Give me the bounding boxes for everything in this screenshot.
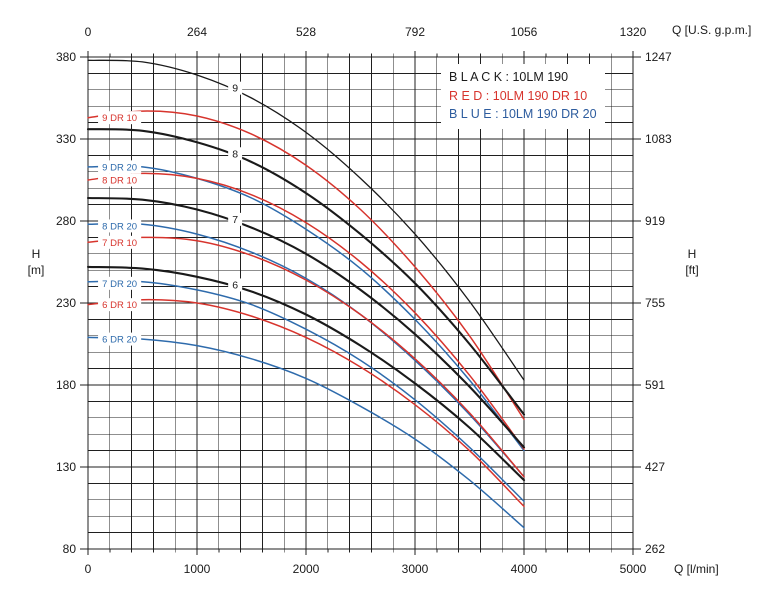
legend-item-blue: B L U E : 10LM 190 DR 20 [449,107,597,121]
curves [86,59,526,529]
curve-label-8: 8 [232,148,238,160]
tick-label: 5000 [620,562,647,576]
tick-label: 0 [85,25,92,39]
tick-label: 180 [56,378,76,392]
y-axis-right-title-symbol: H [687,247,697,261]
tick-label: 230 [56,296,76,310]
tick-label: 1320 [620,25,647,39]
tick-label: 528 [296,25,316,39]
curve-label-bg [98,160,142,174]
curve-label-6: 6 [232,279,238,291]
curve-label-9-dr-20: 9 DR 20 [102,162,137,173]
tick-label: 919 [645,214,665,228]
tick-label: 262 [645,542,665,556]
curve-label-7-dr-10: 7 DR 10 [102,238,137,249]
tick-label: 280 [56,214,76,228]
tick-labels: 0 0 1000 264 2000 528 3000 792 4000 1056 5000 1320 3… [56,25,672,576]
curve-7-dr-10 [87,236,525,478]
tick-label: 3000 [402,562,429,576]
curve-label-8-dr-10: 8 DR 10 [102,176,137,187]
curve-label-bg [228,81,243,95]
tick-label: 2000 [293,562,320,576]
legend-item-black: B L A C K : 10LM 190 [449,70,569,84]
curve-label-bg [98,298,142,312]
curve-label-6-dr-20: 6 DR 20 [102,335,137,346]
tick-label: 427 [645,460,665,474]
tick-label: 80 [63,542,77,556]
curve-label-bg [98,235,142,249]
curve-8 [86,128,526,416]
legend-item-red: R E D : 10LM 190 DR 10 [449,88,588,103]
curve-labels: 6 DR 20 7 DR 20 8 DR 20 9 DR 20 6 DR 10 7 DR … [98,81,243,346]
y-axis-left-title: H [m] [16,246,56,278]
curve-label-bg [98,111,142,125]
tick-label: 1000 [184,562,211,576]
tick-label: 1247 [645,50,672,64]
tick-label: 0 [85,562,92,576]
x-axis-top-title: Q [U.S. g.p.m.] [672,23,752,37]
curve-9-dr-10 [87,110,525,421]
curve-label-8-dr-20: 8 DR 20 [102,221,137,232]
tick-label: 4000 [511,562,538,576]
tick-label: 755 [645,296,665,310]
tick-label: 591 [645,378,665,392]
curve-9 [87,59,525,381]
grid [80,51,641,555]
curve-6-dr-20 [87,336,525,529]
curve-7-dr-20 [87,280,525,503]
curve-8-dr-10 [87,172,525,450]
tick-label: 1056 [511,25,538,39]
curve-label-7: 7 [232,214,238,226]
curve-label-bg [228,212,243,226]
curve-label-9: 9 [232,83,238,95]
curve-7 [86,196,526,449]
curve-label-bg [98,332,142,346]
curve-9-dr-20 [87,165,525,452]
tick-label: 130 [56,460,76,474]
y-axis-left-title-symbol: H [31,247,41,261]
curve-label-bg [98,219,142,233]
x-axis-bottom-title: Q [l/min] [674,562,719,576]
curve-label-bg [98,173,142,187]
curve-label-bg [98,276,142,290]
tick-label: 792 [405,25,425,39]
tick-label: 380 [56,50,76,64]
legend: B L A C K : 10LM 190 R E D : 10LM 190 DR… [441,64,605,129]
tick-label: 264 [187,25,207,39]
tick-label: 1083 [645,132,672,146]
y-axis-right-title-unit: [ft] [685,263,699,277]
curve-6-dr-10 [87,298,525,508]
y-axis-left-title-unit: [m] [27,263,45,277]
y-axis-right-title: H [ft] [672,246,712,278]
curve-label-9-dr-10: 9 DR 10 [102,113,137,124]
curve-label-7-dr-20: 7 DR 20 [102,279,137,290]
tick-label: 330 [56,132,76,146]
curve-label-bg [228,147,243,161]
curve-label-bg [228,278,243,292]
curve-6 [86,265,526,482]
curve-label-6-dr-10: 6 DR 10 [102,300,137,311]
curve-8-dr-20 [87,222,525,478]
